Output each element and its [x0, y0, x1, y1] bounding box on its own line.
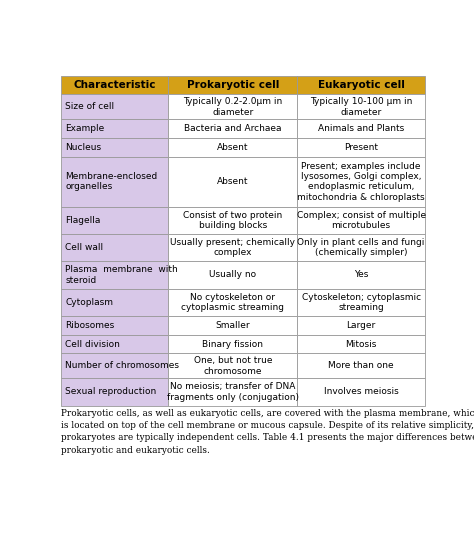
Text: Cytoplasm: Cytoplasm [65, 298, 113, 307]
Text: Typically 0.2-2.0μm in
diameter: Typically 0.2-2.0μm in diameter [183, 97, 283, 116]
Text: Binary fission: Binary fission [202, 339, 264, 348]
Text: Typically 10-100 μm in
diameter: Typically 10-100 μm in diameter [310, 97, 412, 116]
Text: No meiosis; transfer of DNA
fragments only (conjugation): No meiosis; transfer of DNA fragments on… [167, 382, 299, 402]
Bar [61, 353, 168, 379]
Text: Number of chromosomes: Number of chromosomes [65, 361, 180, 370]
Text: Example: Example [65, 124, 105, 133]
Bar [298, 379, 425, 405]
Bar [61, 76, 168, 95]
Bar [168, 262, 298, 289]
Bar [298, 76, 425, 95]
Bar [61, 119, 168, 138]
Text: Smaller: Smaller [216, 321, 250, 330]
Bar [61, 335, 168, 353]
Text: Yes: Yes [354, 270, 368, 279]
Bar [61, 262, 168, 289]
Bar [168, 289, 298, 316]
Text: Present: Present [344, 143, 378, 152]
Bar [168, 157, 298, 207]
Bar [298, 335, 425, 353]
Bar [168, 316, 298, 335]
Text: Sexual reproduction: Sexual reproduction [65, 388, 157, 396]
Bar [61, 379, 168, 405]
Bar [61, 138, 168, 157]
Text: Absent: Absent [217, 177, 249, 186]
Bar [298, 95, 425, 119]
Text: Mitosis: Mitosis [346, 339, 377, 348]
Bar [298, 353, 425, 379]
Bar [298, 262, 425, 289]
Bar [61, 207, 168, 234]
Bar [298, 138, 425, 157]
Bar [168, 95, 298, 119]
Text: Involves meiosis: Involves meiosis [324, 388, 399, 396]
Text: Cell wall: Cell wall [65, 243, 104, 252]
Bar [168, 335, 298, 353]
Text: Bacteria and Archaea: Bacteria and Archaea [184, 124, 282, 133]
Text: Membrane-enclosed
organelles: Membrane-enclosed organelles [65, 172, 158, 192]
Bar [168, 234, 298, 262]
Bar [61, 234, 168, 262]
Text: Eukaryotic cell: Eukaryotic cell [318, 80, 404, 90]
Bar [61, 95, 168, 119]
Bar [168, 76, 298, 95]
Text: Animals and Plants: Animals and Plants [318, 124, 404, 133]
Text: One, but not true
chromosome: One, but not true chromosome [194, 356, 272, 376]
Text: More than one: More than one [328, 361, 394, 370]
Text: Only in plant cells and fungi
(chemically simpler): Only in plant cells and fungi (chemicall… [297, 238, 425, 257]
Bar [298, 207, 425, 234]
Text: Nucleus: Nucleus [65, 143, 101, 152]
Text: Consist of two protein
building blocks: Consist of two protein building blocks [183, 211, 283, 230]
Bar [61, 157, 168, 207]
Text: Absent: Absent [217, 143, 249, 152]
Bar [298, 289, 425, 316]
Bar [61, 316, 168, 335]
Bar [298, 157, 425, 207]
Bar [61, 289, 168, 316]
Text: Complex; consist of multiple
microtubules: Complex; consist of multiple microtubule… [297, 211, 426, 230]
Text: Flagella: Flagella [65, 216, 101, 225]
Text: Size of cell: Size of cell [65, 102, 115, 111]
Bar [168, 207, 298, 234]
Bar [298, 316, 425, 335]
Text: Usually no: Usually no [210, 270, 256, 279]
Text: Present; examples include
lysosomes, Golgi complex,
endoplasmic reticulum,
mitoc: Present; examples include lysosomes, Gol… [297, 161, 425, 202]
Text: Plasma  membrane  with
steroid: Plasma membrane with steroid [65, 265, 178, 284]
Bar [168, 138, 298, 157]
Text: Ribosomes: Ribosomes [65, 321, 115, 330]
Text: No cytoskeleton or
cytoplasmic streaming: No cytoskeleton or cytoplasmic streaming [182, 293, 284, 312]
Text: Prokaryotic cell: Prokaryotic cell [187, 80, 279, 90]
Text: Cytoskeleton; cytoplasmic
streaming: Cytoskeleton; cytoplasmic streaming [301, 293, 421, 312]
Text: Usually present; chemically
complex: Usually present; chemically complex [171, 238, 295, 257]
Bar [298, 234, 425, 262]
Bar [298, 119, 425, 138]
Text: Prokaryotic cells, as well as eukaryotic cells, are covered with the plasma memb: Prokaryotic cells, as well as eukaryotic… [61, 409, 474, 455]
Text: Characteristic: Characteristic [73, 80, 156, 90]
Bar [168, 119, 298, 138]
Bar [168, 379, 298, 405]
Text: Larger: Larger [346, 321, 376, 330]
Bar [168, 353, 298, 379]
Text: Cell division: Cell division [65, 339, 120, 348]
